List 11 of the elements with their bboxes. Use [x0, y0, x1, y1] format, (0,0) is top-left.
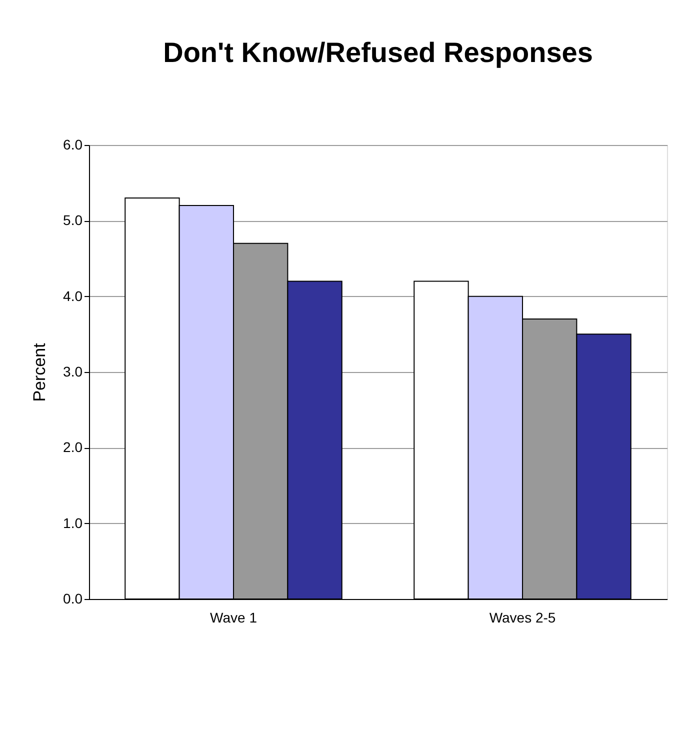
- x-tick-label: Waves 2-5: [489, 610, 556, 626]
- y-tick-label: 5.0: [63, 212, 83, 228]
- y-axis-title: Percent: [30, 342, 50, 402]
- y-tick-label: 6.0: [63, 136, 83, 152]
- y-tick-label: 3.0: [63, 364, 83, 380]
- y-tick-label: 2.0: [63, 439, 83, 456]
- y-tick-label: 0.0: [63, 590, 83, 606]
- y-tick-label: 1.0: [63, 514, 83, 531]
- chart-title: Don't Know/Refused Responses: [163, 37, 593, 68]
- x-tick-label: Wave 1: [210, 610, 258, 626]
- y-tick-label: 4.0: [63, 288, 83, 304]
